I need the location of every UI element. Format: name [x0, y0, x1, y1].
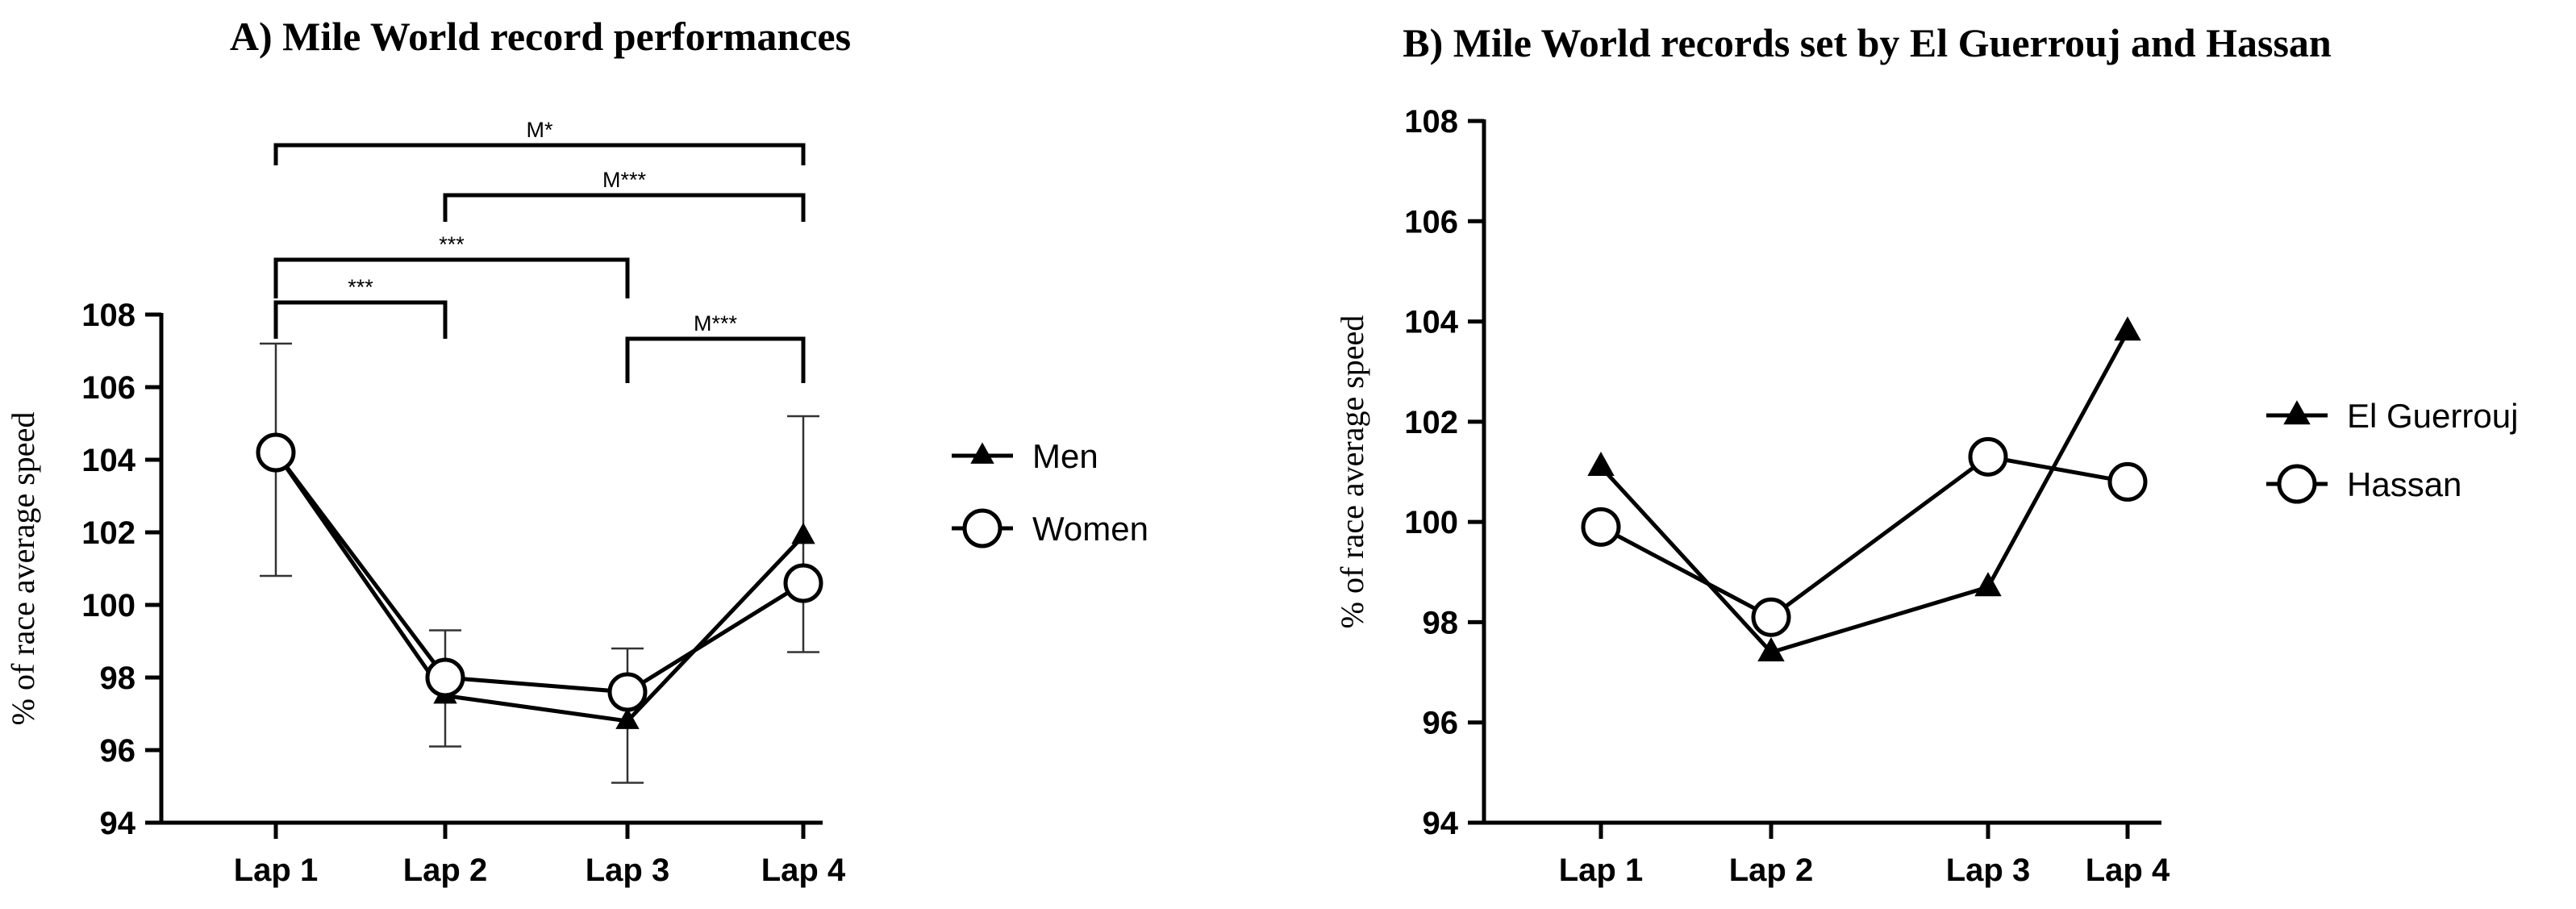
data-point-circle [1751, 597, 1791, 637]
data-point-circle [2107, 461, 2148, 502]
y-tick-label: 106 [1404, 204, 1458, 240]
data-point-circle [783, 563, 823, 603]
y-tick-label: 102 [1404, 405, 1458, 440]
x-tick-label: Lap 2 [1729, 853, 1813, 888]
y-tick-label: 104 [1404, 305, 1458, 340]
y-tick-label: 108 [1404, 104, 1458, 140]
legend-marker-circle [2277, 464, 2317, 504]
y-tick-label: 104 [81, 443, 135, 478]
chart-b: B) Mile World records set by El Guerrouj… [1334, 20, 2518, 888]
series-line-hassan [1599, 454, 2128, 619]
legend-label: El Guerrouj [2347, 397, 2518, 435]
data-point-triangle [791, 522, 815, 544]
chart-a: A) Mile World record performances % of ra… [5, 14, 1148, 888]
y-axis-label: % of race average speed [5, 412, 41, 726]
x-tick-label: Lap 2 [403, 853, 487, 888]
significance-bracket [273, 257, 630, 298]
y-tick-label: 96 [100, 733, 136, 769]
data-point-triangle [1974, 572, 2002, 597]
y-tick-label: 108 [81, 298, 135, 333]
significance-bracket [625, 336, 806, 383]
y-axis-label: % of race average speed [1334, 315, 1370, 629]
series-line-el-guerrouj [1599, 330, 2130, 655]
x-tick-label: Lap 3 [1946, 853, 2030, 888]
significance-label: M* [527, 118, 553, 142]
x-tick-label: Lap 1 [234, 853, 318, 888]
y-tick-label: 100 [1404, 505, 1458, 540]
y-tick-label: 94 [100, 806, 136, 841]
data-point-circle [1968, 436, 2008, 477]
chart-title: A) Mile World record performances [230, 14, 851, 59]
y-tick-label: 102 [81, 515, 135, 551]
significance-label: *** [439, 232, 465, 256]
x-tick-label: Lap 1 [1559, 853, 1643, 888]
significance-label: M*** [602, 168, 647, 192]
legend-label: Hassan [2347, 465, 2461, 503]
data-point-circle [425, 657, 465, 698]
x-tick-label: Lap 4 [761, 853, 846, 888]
data-point-circle [1581, 507, 1621, 547]
data-point-circle [607, 672, 648, 712]
data-point-triangle [1757, 636, 1785, 661]
y-tick-label: 106 [81, 370, 135, 406]
x-tick-label: Lap 3 [586, 853, 669, 888]
y-tick-label: 98 [100, 661, 136, 696]
significance-bracket [443, 193, 806, 222]
series-line-men [273, 451, 805, 723]
chart-title: B) Mile World records set by El Guerrouj… [1403, 20, 2332, 65]
data-point-triangle [2114, 316, 2141, 341]
significance-bracket [273, 143, 806, 165]
legend-marker-triangle [2283, 400, 2311, 425]
y-tick-label: 96 [1423, 706, 1459, 741]
significance-bracket [273, 300, 448, 339]
data-point-circle [256, 432, 296, 473]
legend-label: Women [1032, 510, 1148, 548]
y-tick-label: 100 [81, 588, 135, 623]
y-tick-label: 94 [1423, 806, 1459, 841]
series-line-women [274, 451, 805, 694]
data-point-triangle [615, 707, 640, 729]
data-point-triangle [1587, 451, 1615, 477]
legend-label: Men [1032, 437, 1098, 475]
x-tick-label: Lap 4 [2086, 853, 2170, 888]
legend-marker-circle [962, 508, 1002, 548]
significance-label: M*** [694, 311, 738, 336]
significance-label: *** [348, 275, 373, 299]
y-tick-label: 98 [1423, 605, 1459, 640]
legend-marker-triangle [970, 442, 994, 464]
